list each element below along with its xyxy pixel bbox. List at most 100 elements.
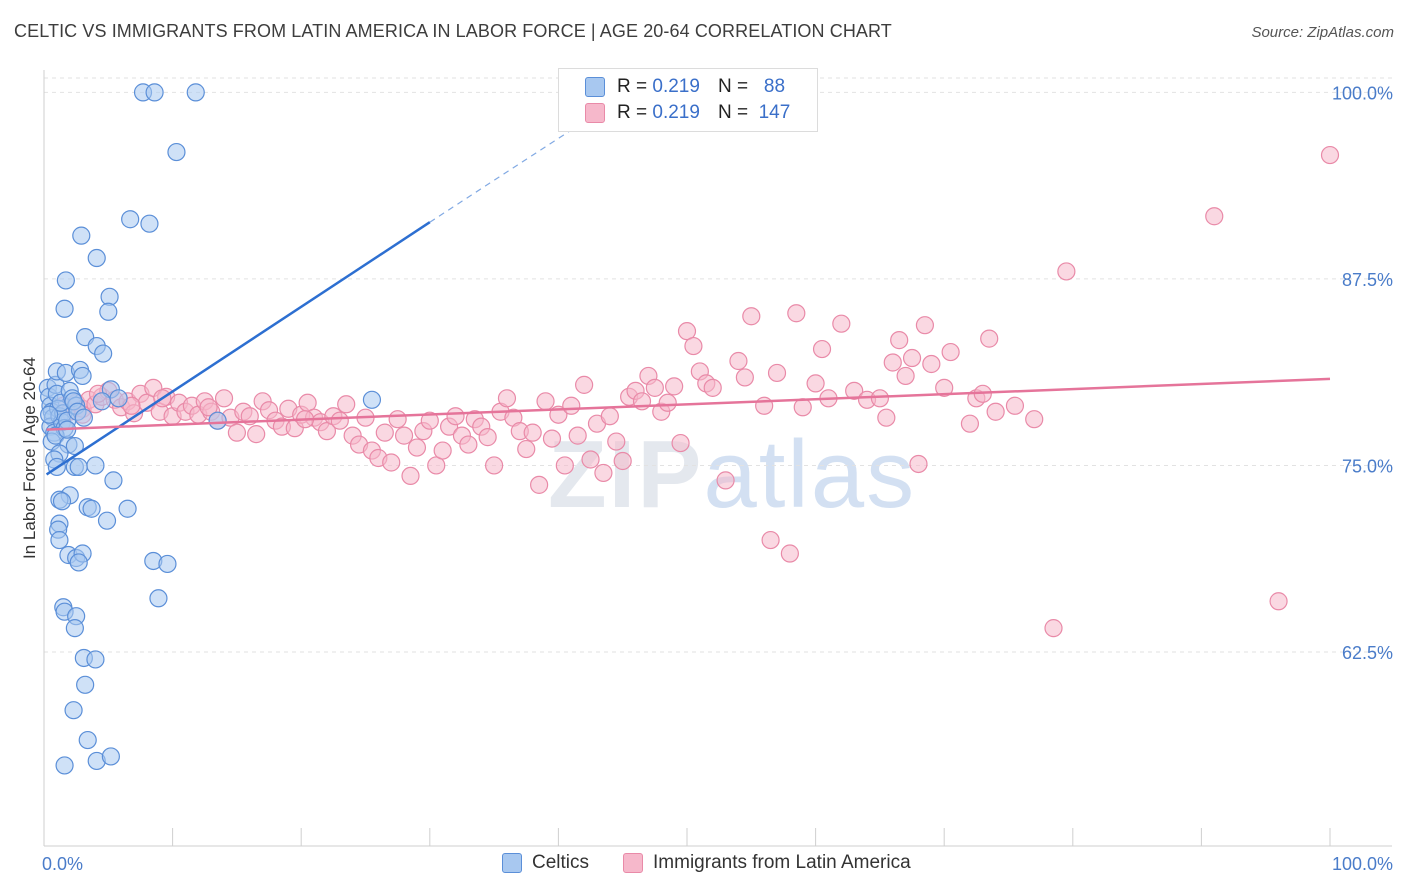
latin-america-point (600, 407, 619, 426)
latin-america-point (870, 389, 890, 408)
latin-america-point (915, 316, 935, 335)
latin-america-point (530, 475, 549, 494)
x-axis-min-label: 0.0% (42, 854, 83, 874)
latin-america-point (394, 426, 414, 445)
celtics-point (186, 83, 205, 102)
gridlines (44, 77, 1392, 653)
celtics-point (55, 756, 74, 775)
latin-america-trend-line (46, 377, 1331, 431)
latin-america-point (1320, 145, 1340, 165)
legend-n-label: N = (717, 76, 749, 97)
series-legend-label-celtics: Celtics (532, 852, 590, 873)
latin-america-point (735, 368, 754, 387)
legend-r-value-latin-america: 0.219 (652, 102, 700, 123)
celtics-point (82, 499, 101, 518)
celtics-point (99, 302, 118, 321)
latin-america-point (536, 392, 555, 411)
series-legend-swatch-celtics (502, 853, 522, 873)
latin-america-point (517, 439, 536, 459)
latin-america-point (645, 378, 664, 397)
latin-america-point (883, 353, 902, 372)
latin-america-point (665, 377, 684, 396)
latin-america-point (199, 398, 218, 417)
latin-america-point (960, 414, 980, 433)
celtics-point (40, 405, 59, 424)
celtics-point (64, 701, 83, 720)
latin-america-point (407, 438, 427, 457)
latin-america-point (1269, 592, 1288, 611)
latin-america-point (613, 451, 632, 471)
celtics-point (56, 271, 75, 290)
y-tick-label: 87.5% (1342, 270, 1393, 290)
latin-america-point (607, 432, 626, 451)
latin-america-point (575, 375, 594, 394)
latin-america-points (54, 145, 1340, 638)
latin-america-point (780, 544, 799, 563)
celtics-point (73, 366, 92, 386)
celtics-point (101, 747, 120, 766)
legend-row-celtics: R = 0.219 N = 88 (585, 75, 785, 99)
latin-america-point (542, 429, 562, 448)
legend-n-value-latin-america: 147 (758, 102, 791, 123)
legend-r-label: R = (617, 76, 648, 97)
y-axis-title: In Labor Force | Age 20-64 (20, 357, 39, 559)
latin-america-point (555, 456, 574, 475)
latin-america-point (568, 426, 587, 445)
latin-america-point (420, 411, 439, 430)
legend-n-label: N = (717, 102, 749, 123)
latin-america-point (890, 331, 909, 350)
legend-n-value-celtics: 88 (763, 76, 786, 97)
celtics-point (97, 511, 117, 530)
series-legend-label-latin-america: Immigrants from Latin America (653, 852, 911, 873)
latin-america-point (1044, 619, 1063, 638)
y-tick-labels: 100.0% 87.5% 75.0% 62.5% (1332, 83, 1393, 663)
celtics-point (69, 457, 88, 477)
latin-america-point (446, 407, 465, 426)
latin-america-point (806, 374, 825, 393)
latin-america-point (761, 530, 780, 550)
latin-america-point (787, 304, 806, 323)
celtics-point (109, 389, 128, 408)
latin-america-point (671, 433, 690, 453)
celtics-point (55, 299, 74, 318)
celtics-point (72, 226, 91, 245)
x-axis-max-label: 100.0% (1332, 854, 1393, 874)
latin-america-point (459, 435, 478, 454)
latin-america-point (986, 402, 1005, 421)
latin-america-point (716, 471, 735, 490)
legend-row-latin-america: R = 0.219 N = 147 (585, 101, 790, 125)
latin-america-point (909, 454, 928, 474)
latin-america-point (581, 450, 600, 469)
latin-america-point (478, 428, 497, 447)
latin-america-point (523, 423, 542, 442)
celtics-point (121, 210, 140, 229)
latin-america-point (742, 307, 761, 326)
latin-america-point (1057, 262, 1076, 281)
latin-america-point (330, 411, 349, 430)
celtics-point (158, 554, 177, 574)
watermark-atlas: atlas (703, 421, 917, 528)
celtics-point (78, 730, 97, 750)
latin-america-point (247, 425, 266, 444)
latin-america-point (382, 453, 401, 472)
latin-america-point (812, 339, 832, 359)
latin-america-point (388, 410, 407, 429)
series-legend: Celtics Immigrants from Latin America (502, 852, 911, 874)
latin-america-point (497, 389, 517, 408)
celtics-point (167, 142, 186, 162)
celtics-point (86, 650, 105, 669)
latin-america-point (845, 381, 864, 400)
latin-america-point (832, 314, 851, 333)
latin-america-point (658, 393, 677, 412)
latin-america-point (896, 366, 915, 386)
celtics-point (76, 675, 95, 694)
chart-title: CELTIC VS IMMIGRANTS FROM LATIN AMERICA … (14, 21, 892, 41)
celtics-point (140, 214, 159, 233)
latin-america-point (562, 396, 581, 415)
source-label: Source: ZipAtlas.com (1251, 24, 1394, 41)
latin-america-point (433, 441, 452, 460)
latin-america-point (485, 456, 504, 475)
celtics-point (92, 392, 111, 411)
axes (43, 70, 1392, 847)
